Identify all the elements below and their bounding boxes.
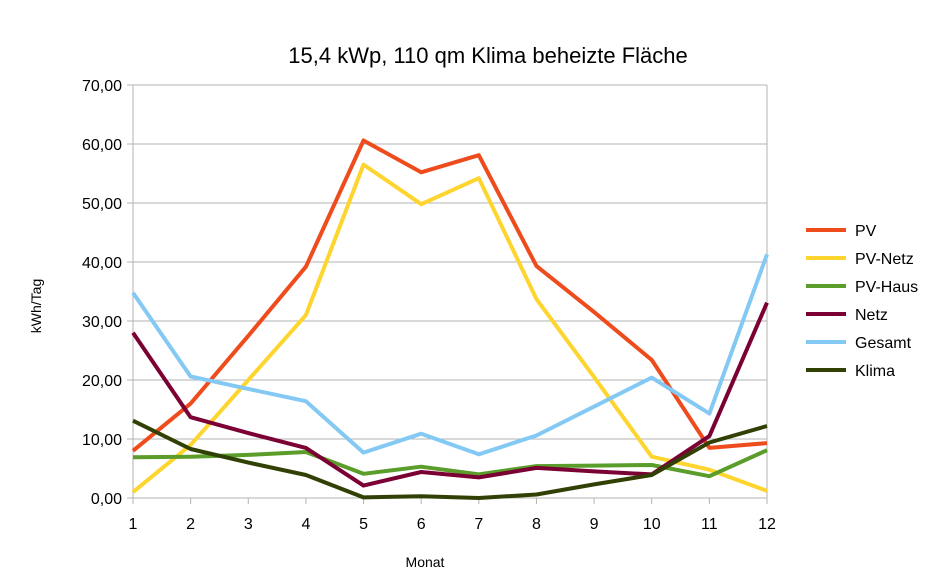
y-axis-ticks: 0,00 10,00 20,00 30,00 40,00 50,00 60,00 70,00: [82, 78, 133, 508]
y-tick-label: 40,00: [82, 255, 122, 272]
grid-lines: [132, 84, 768, 499]
legend-label: PV: [855, 223, 877, 240]
x-tick-label: 4: [301, 516, 310, 533]
x-tick-label: 6: [417, 516, 426, 533]
x-tick-label: 10: [643, 516, 661, 533]
series-line-klima: [132, 418, 768, 500]
x-tick-label: 3: [244, 516, 253, 533]
x-tick-label: 5: [359, 516, 368, 533]
legend-label: PV-Netz: [855, 251, 914, 268]
y-tick-label: 50,00: [82, 196, 122, 213]
chart-title: 15,4 kWp, 110 qm Klima beheizte Fläche: [288, 43, 687, 68]
y-tick-label: 70,00: [82, 78, 122, 95]
legend: PV PV-Netz PV-Haus Netz Gesamt Klima: [806, 223, 918, 380]
x-tick-label: 12: [758, 516, 776, 533]
x-tick-label: 7: [474, 516, 483, 533]
legend-label: PV-Haus: [855, 279, 918, 296]
x-tick-label: 11: [701, 516, 718, 533]
y-tick-label: 20,00: [82, 373, 122, 390]
x-tick-label: 1: [129, 516, 138, 533]
x-tick-label: 9: [590, 516, 599, 533]
y-tick-label: 0,00: [91, 491, 122, 508]
x-axis-title: Monat: [406, 554, 445, 570]
y-axis-title: kWh/Tag: [28, 279, 44, 333]
series-line-pv: [131, 138, 768, 453]
x-tick-label: 8: [532, 516, 541, 533]
y-tick-label: 60,00: [82, 137, 122, 154]
y-tick-label: 10,00: [82, 432, 122, 449]
legend-label: Klima: [855, 363, 895, 380]
y-tick-label: 30,00: [82, 314, 122, 331]
series-line-gesamt: [131, 253, 769, 457]
x-tick-label: 2: [186, 516, 195, 533]
x-axis-ticks: 1 2 3 4 5 6 7 8 9 10 11 12: [129, 498, 776, 533]
series-lines: [131, 138, 769, 500]
series-line-pv-netz: [131, 162, 768, 494]
legend-label: Netz: [855, 307, 888, 324]
legend-label: Gesamt: [855, 335, 912, 352]
